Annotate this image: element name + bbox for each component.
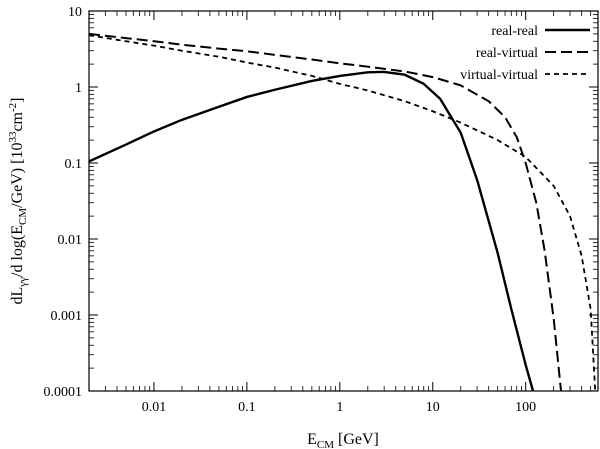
series-line-real-real xyxy=(89,70,535,391)
legend: real-real real-virtual virtual-virtual xyxy=(460,24,590,83)
y-tick-label: 0.1 xyxy=(65,157,83,172)
x-tick-label: 0.1 xyxy=(238,400,256,415)
y-tick-label: 0.01 xyxy=(58,233,83,248)
x-axis-title: ECM [GeV] xyxy=(307,431,379,449)
x-tick-label: 1 xyxy=(336,400,343,415)
x-tick-label: 0.01 xyxy=(142,400,167,415)
minor-ticks xyxy=(89,11,598,391)
x-tick-label: 10 xyxy=(426,400,440,415)
y-tick-label: 10 xyxy=(68,5,82,20)
legend-label-real-virtual: real-virtual xyxy=(476,46,538,61)
series-line-virtual-virtual xyxy=(89,34,597,391)
y-tick-label: 0.0001 xyxy=(44,385,83,400)
legend-label-real-real: real-real xyxy=(491,24,538,39)
plot-frame xyxy=(88,10,599,392)
series-layer xyxy=(89,32,597,391)
y-tick-label: 1 xyxy=(75,81,82,96)
y-axis-title: dLγγ/d log(ECM/GeV) [1033cm-2] xyxy=(7,98,29,305)
legend-label-virtual-virtual: virtual-virtual xyxy=(460,68,538,83)
y-tick-label: 0.001 xyxy=(51,309,83,324)
x-tick-label: 100 xyxy=(515,400,536,415)
x-tick-labels: 0.01 0.1 1 10 100 xyxy=(142,400,536,415)
series-line-real-virtual xyxy=(89,32,563,391)
y-tick-labels: 0.0001 0.001 0.01 0.1 1 10 xyxy=(44,5,83,400)
